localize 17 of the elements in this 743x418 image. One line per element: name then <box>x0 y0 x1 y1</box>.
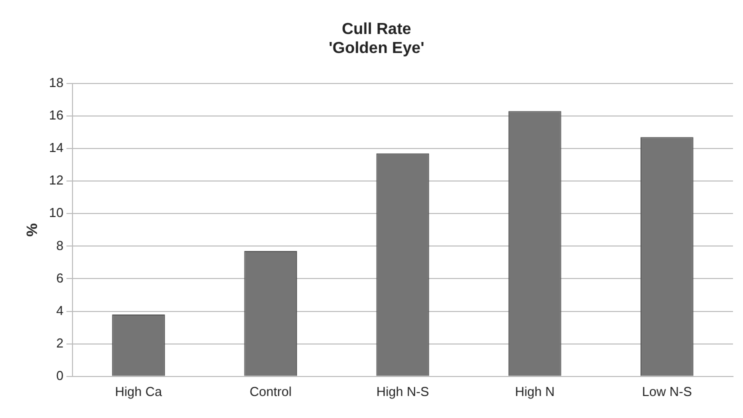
y-axis-title: % <box>24 223 42 237</box>
x-tick-label: High N <box>514 384 555 399</box>
y-tick-label: 14 <box>48 140 64 156</box>
y-tick-label: 18 <box>48 74 64 90</box>
x-tick-label: High N-S <box>376 384 430 399</box>
y-tick-label: 8 <box>56 238 64 253</box>
x-tick-label: Low N-S <box>642 384 692 399</box>
y-tick-label: 2 <box>56 335 64 350</box>
y-tick-label: 0 <box>56 368 64 383</box>
x-tick-label: High Ca <box>115 384 163 399</box>
y-tick-label: 6 <box>56 270 64 286</box>
x-tick-label: Control <box>250 384 292 399</box>
y-tick-label: 16 <box>48 108 64 123</box>
y-tick-label: 10 <box>48 205 64 220</box>
y-tick-label: 4 <box>56 302 64 318</box>
y-tick-label: 12 <box>48 172 64 188</box>
chart-title: Cull Rate 'Golden Eye' <box>328 21 424 58</box>
